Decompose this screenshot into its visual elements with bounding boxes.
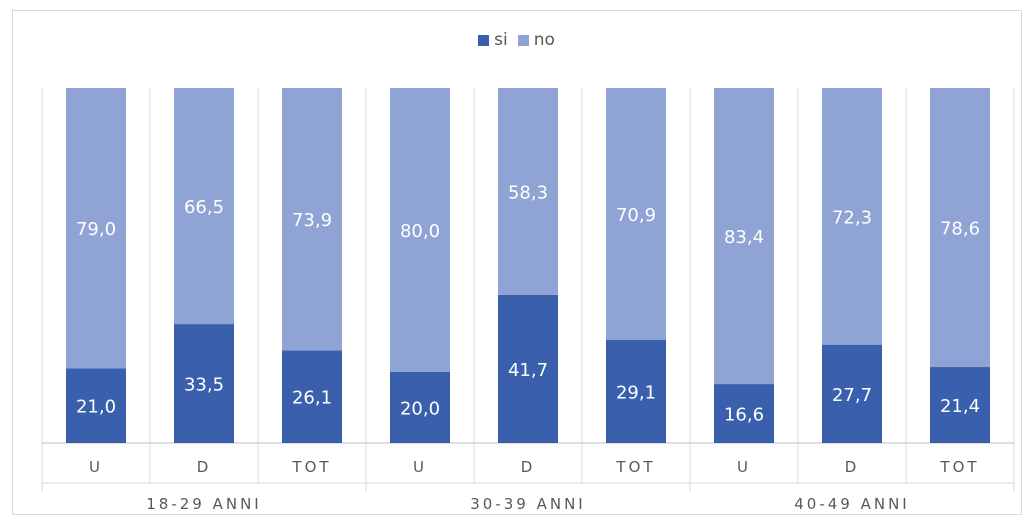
data-label-si: 21,0 (76, 397, 116, 418)
bar-no (606, 88, 666, 340)
legend-label-si: si (494, 30, 508, 50)
data-label-no: 66,5 (184, 197, 224, 218)
legend-item-si: si (478, 30, 508, 50)
data-label-no: 72,3 (832, 207, 872, 228)
data-label-no: 73,9 (292, 210, 332, 231)
bar-si (390, 372, 450, 443)
data-label-no: 80,0 (400, 221, 440, 242)
group-label: 30-39 ANNI (470, 495, 585, 513)
legend-swatch-no (517, 34, 529, 46)
bar-si (66, 368, 126, 443)
category-tick-label: D (197, 458, 212, 476)
bar-si (174, 324, 234, 443)
data-label-si: 27,7 (832, 385, 872, 406)
group-label: 40-49 ANNI (794, 495, 909, 513)
group-label: 18-29 ANNI (146, 495, 261, 513)
category-tick-label: D (845, 458, 860, 476)
data-label-no: 83,4 (724, 227, 764, 248)
data-label-si: 26,1 (292, 388, 332, 409)
data-label-si: 20,0 (400, 399, 440, 420)
category-tick-label: TOT (615, 458, 655, 476)
data-label-si: 33,5 (184, 375, 224, 396)
bar-si (498, 294, 558, 443)
bar-no (66, 88, 126, 369)
category-tick-label: TOT (939, 458, 979, 476)
data-label-si: 29,1 (616, 382, 656, 403)
legend-swatch-si (478, 34, 490, 46)
bar-no (822, 88, 882, 345)
bar-si (714, 384, 774, 443)
data-label-no: 70,9 (616, 205, 656, 226)
legend-label-no: no (533, 30, 555, 50)
data-label-si: 21,4 (940, 396, 980, 417)
bar-no (174, 88, 234, 325)
bar-no (282, 88, 342, 351)
data-label-si: 41,7 (508, 360, 548, 381)
legend-item-no: no (517, 30, 555, 50)
bar-si (282, 350, 342, 443)
data-label-no: 79,0 (76, 219, 116, 240)
category-tick-label: U (89, 458, 103, 476)
category-tick-label: D (521, 458, 536, 476)
data-label-no: 58,3 (508, 182, 548, 203)
bar-no (930, 88, 990, 368)
category-tick-label: U (737, 458, 751, 476)
bar-no (714, 88, 774, 385)
chart-legend: si no (0, 30, 1033, 50)
bar-no (498, 88, 558, 295)
bar-si (606, 339, 666, 443)
data-label-si: 16,6 (724, 405, 764, 426)
bar-si (822, 344, 882, 443)
bar-si (930, 367, 990, 443)
bar-no (390, 88, 450, 372)
category-tick-label: TOT (291, 458, 331, 476)
category-tick-label: U (413, 458, 427, 476)
data-label-no: 78,6 (940, 219, 980, 240)
